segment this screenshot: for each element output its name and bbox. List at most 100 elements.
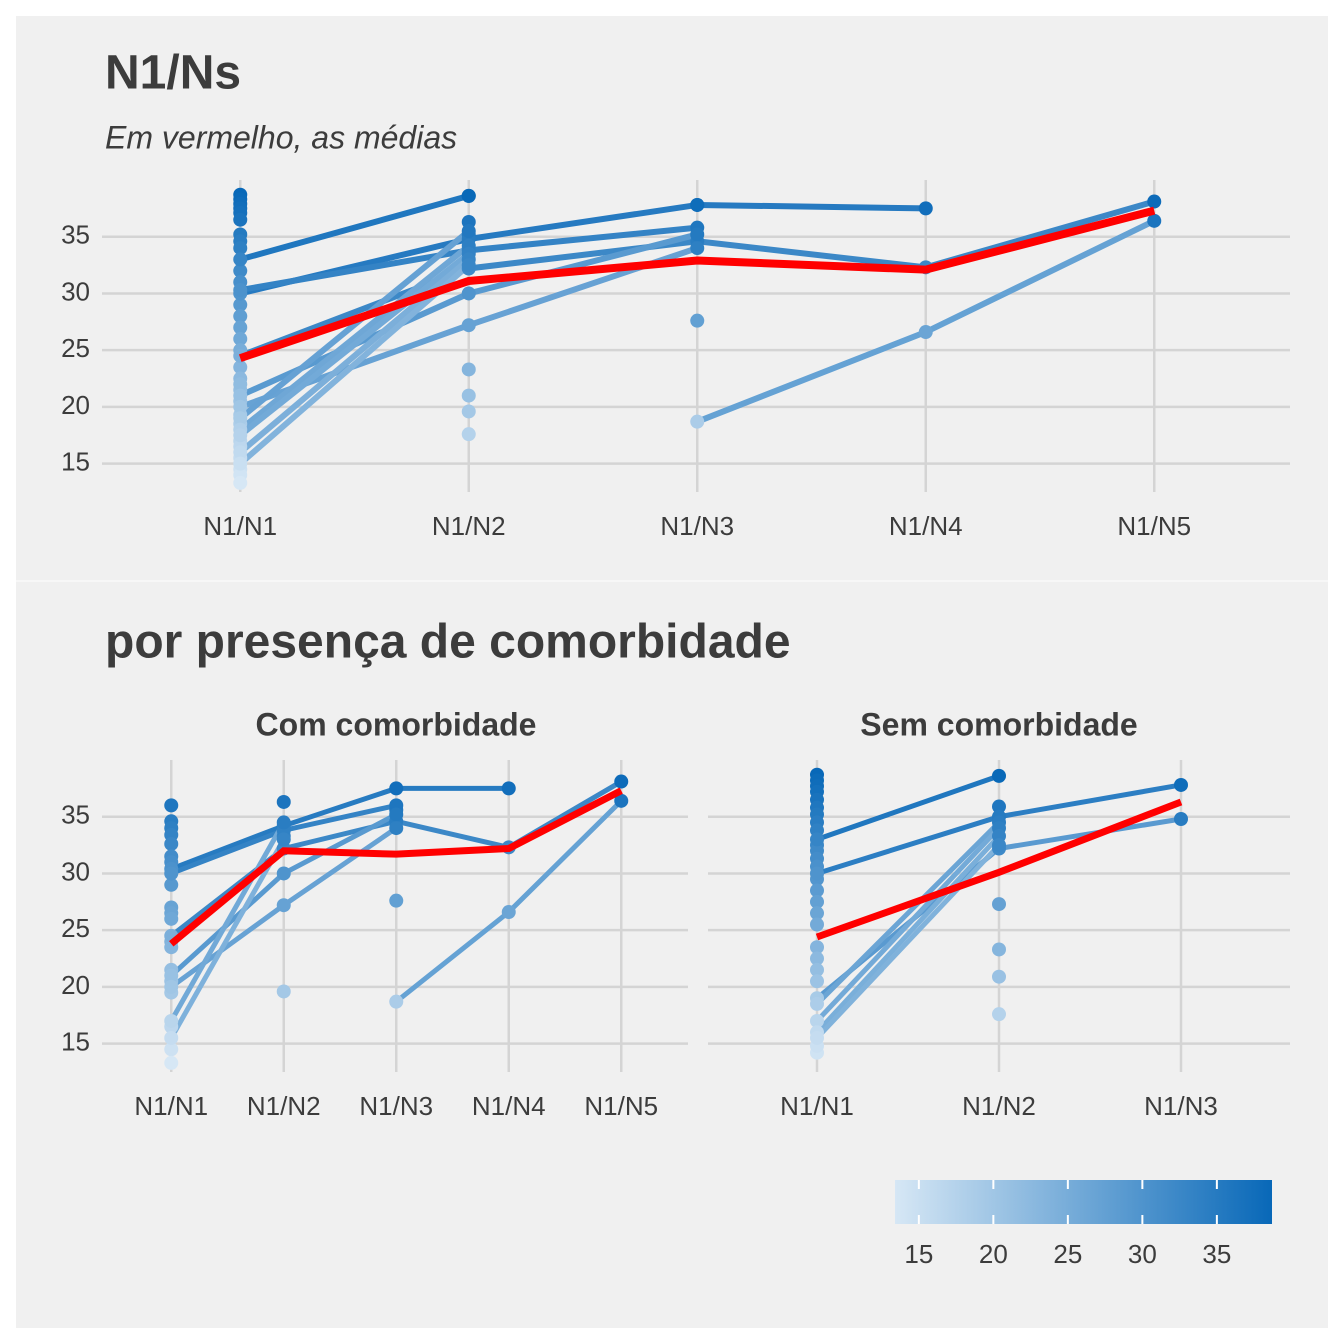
point	[233, 297, 248, 312]
point	[164, 836, 179, 851]
point	[233, 252, 248, 267]
point	[233, 331, 248, 346]
point	[276, 866, 291, 881]
series-line	[238, 228, 471, 421]
point	[233, 320, 248, 335]
point	[810, 906, 824, 921]
point	[164, 866, 179, 881]
x-tick-label: N1/N5	[1117, 511, 1191, 541]
point	[233, 309, 248, 324]
point	[389, 994, 404, 1009]
point	[461, 286, 476, 301]
point	[233, 283, 248, 298]
x-tick-label: N1/N1	[780, 1091, 854, 1121]
point	[461, 427, 476, 442]
x-tick-label: N1/N2	[432, 511, 506, 541]
point	[233, 360, 248, 375]
y-tick-label: 35	[61, 800, 90, 830]
y-tick-label: 20	[61, 390, 90, 420]
point	[1174, 777, 1188, 792]
point	[233, 475, 248, 490]
point	[918, 201, 933, 216]
chart-subtitle: Em vermelho, as médias	[105, 119, 457, 155]
x-tick-label: N1/N4	[472, 1091, 546, 1121]
point	[461, 362, 476, 377]
colorbar-label: 25	[1053, 1239, 1082, 1269]
point	[233, 388, 248, 403]
point	[276, 832, 291, 847]
colorbar-label: 30	[1128, 1239, 1157, 1269]
point	[233, 445, 248, 460]
point	[810, 894, 824, 909]
point	[918, 325, 933, 340]
point	[276, 984, 291, 999]
point	[992, 768, 1006, 783]
point	[233, 212, 248, 227]
point	[810, 1030, 824, 1045]
x-tick-label: N1/N2	[962, 1091, 1036, 1121]
point	[233, 399, 248, 414]
series-line	[170, 785, 509, 872]
y-tick-label: 25	[61, 333, 90, 363]
point	[389, 893, 404, 908]
point	[992, 799, 1006, 814]
point	[164, 1030, 179, 1045]
point	[992, 969, 1006, 984]
colorbar-label: 35	[1202, 1239, 1231, 1269]
point	[810, 940, 824, 955]
x-tick-label: N1/N1	[203, 511, 277, 541]
y-tick-label: 30	[61, 856, 90, 886]
series-line	[815, 843, 1001, 1040]
point	[614, 793, 629, 808]
point	[992, 838, 1006, 853]
x-tick-label: N1/N1	[134, 1091, 208, 1121]
point	[164, 911, 179, 926]
point	[1147, 213, 1162, 228]
series-line	[238, 251, 471, 438]
y-tick-label: 15	[61, 447, 90, 477]
point	[810, 996, 824, 1011]
point	[810, 962, 824, 977]
point	[164, 979, 179, 994]
x-tick-label: N1/N3	[660, 511, 734, 541]
point	[1174, 811, 1188, 826]
point	[810, 866, 824, 881]
point	[461, 224, 476, 239]
colorbar	[895, 1180, 1272, 1224]
facet-title: Com comorbidade	[256, 706, 537, 742]
x-tick-label: N1/N3	[359, 1091, 433, 1121]
point	[810, 974, 824, 989]
x-tick-label: N1/N2	[247, 1091, 321, 1121]
point	[233, 456, 248, 471]
point	[690, 414, 705, 429]
x-tick-label: N1/N4	[889, 511, 963, 541]
point	[1147, 194, 1162, 209]
point	[233, 241, 248, 256]
mean-line	[169, 787, 623, 947]
point	[810, 917, 824, 932]
series-line	[239, 192, 470, 263]
point	[690, 241, 705, 256]
point	[810, 1013, 824, 1028]
point	[164, 798, 179, 813]
chart-title: N1/Ns	[105, 47, 241, 100]
point	[389, 807, 404, 822]
point	[276, 794, 291, 809]
y-tick-label: 35	[61, 220, 90, 250]
point	[461, 388, 476, 403]
point	[501, 781, 516, 796]
point	[690, 197, 705, 212]
series-line	[815, 834, 1001, 1034]
series-line	[169, 821, 286, 1023]
point	[164, 877, 179, 892]
point	[992, 942, 1006, 957]
series-line	[815, 820, 1001, 1006]
series-line	[815, 826, 1001, 1023]
series-line	[169, 838, 286, 1040]
facet-title: Sem comorbidade	[860, 706, 1137, 742]
x-tick-label: N1/N3	[1144, 1091, 1218, 1121]
point	[233, 263, 248, 278]
point	[164, 1055, 179, 1070]
point	[992, 1007, 1006, 1022]
